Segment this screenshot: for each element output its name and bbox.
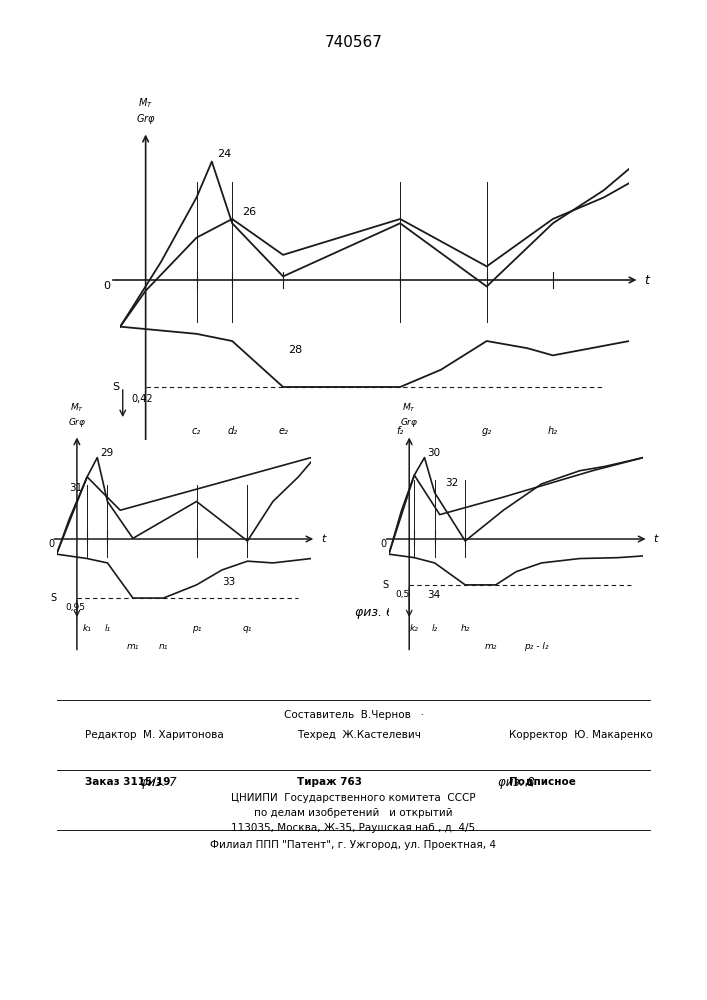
Text: q₁: q₁: [243, 624, 252, 633]
Text: Тираж 763: Тираж 763: [297, 777, 362, 787]
Text: Составитель  В.Чернов   ·: Составитель В.Чернов ·: [284, 710, 423, 720]
Text: f₂: f₂: [397, 426, 404, 436]
Text: l₂: l₂: [431, 624, 438, 633]
Text: t: t: [645, 273, 649, 286]
Text: 34: 34: [427, 590, 440, 600]
Text: Техред  Ж.Кастелевич: Техред Ж.Кастелевич: [297, 730, 421, 740]
Text: d₂: d₂: [227, 426, 238, 436]
Text: S: S: [382, 580, 388, 590]
Text: 0: 0: [380, 539, 386, 549]
Text: e₂: e₂: [278, 426, 288, 436]
Text: Заказ 3115/19: Заказ 3115/19: [85, 777, 170, 787]
Text: n₁: n₁: [159, 642, 168, 651]
Text: c₂: c₂: [192, 426, 201, 436]
Text: 30: 30: [427, 448, 440, 458]
Text: 31: 31: [69, 483, 83, 493]
Text: 28: 28: [288, 345, 303, 355]
Text: h₂: h₂: [460, 624, 470, 633]
Text: Филиал ППП "Патент", г. Ужгород, ул. Проектная, 4: Филиал ППП "Патент", г. Ужгород, ул. Про…: [211, 840, 496, 850]
Text: ЦНИИПИ  Государственного комитета  СССР: ЦНИИПИ Государственного комитета СССР: [231, 793, 476, 803]
Text: t: t: [653, 534, 658, 544]
Text: 0: 0: [103, 281, 110, 291]
Text: 24: 24: [217, 149, 231, 159]
Text: 0: 0: [48, 539, 54, 549]
Text: $M_T$
$Gr\varphi$: $M_T$ $Gr\varphi$: [136, 96, 156, 126]
Text: p₂ - l₂: p₂ - l₂: [524, 642, 549, 651]
Text: Подписное: Подписное: [509, 777, 576, 787]
Text: S: S: [50, 593, 56, 603]
Text: 0,95: 0,95: [66, 603, 86, 612]
Text: 29: 29: [100, 448, 113, 458]
Text: g₂: g₂: [481, 426, 492, 436]
Text: 33: 33: [222, 577, 235, 587]
Text: p₁: p₁: [192, 624, 201, 633]
Text: m₂: m₂: [484, 642, 497, 651]
Text: 26: 26: [243, 207, 257, 217]
Text: φиз. 7: φиз. 7: [140, 776, 177, 789]
Text: 740567: 740567: [325, 35, 382, 50]
Text: 113035, Москва, Ж-35, Раушская наб., д. 4/5: 113035, Москва, Ж-35, Раушская наб., д. …: [231, 823, 476, 833]
Text: φиз. 6: φиз. 6: [355, 606, 395, 619]
Text: $M_T$
$Gr\varphi$: $M_T$ $Gr\varphi$: [68, 402, 86, 429]
Text: S: S: [112, 382, 119, 392]
Text: m₁: m₁: [127, 642, 139, 651]
Text: k₁: k₁: [83, 624, 91, 633]
Text: φиз. 8: φиз. 8: [498, 776, 534, 789]
Text: 0,42: 0,42: [132, 394, 153, 404]
Text: l₁: l₁: [105, 624, 110, 633]
Text: h₂: h₂: [548, 426, 558, 436]
Text: Корректор  Ю. Макаренко: Корректор Ю. Макаренко: [509, 730, 653, 740]
Text: k₂: k₂: [410, 624, 419, 633]
Text: 0,5: 0,5: [395, 590, 409, 599]
Text: t: t: [321, 534, 326, 544]
Text: 32: 32: [445, 478, 458, 488]
Text: Редактор  М. Харитонова: Редактор М. Харитонова: [85, 730, 223, 740]
Text: по делам изобретений   и открытий: по делам изобретений и открытий: [255, 808, 452, 818]
Text: $M_T$
$Gr\varphi$: $M_T$ $Gr\varphi$: [400, 402, 419, 429]
